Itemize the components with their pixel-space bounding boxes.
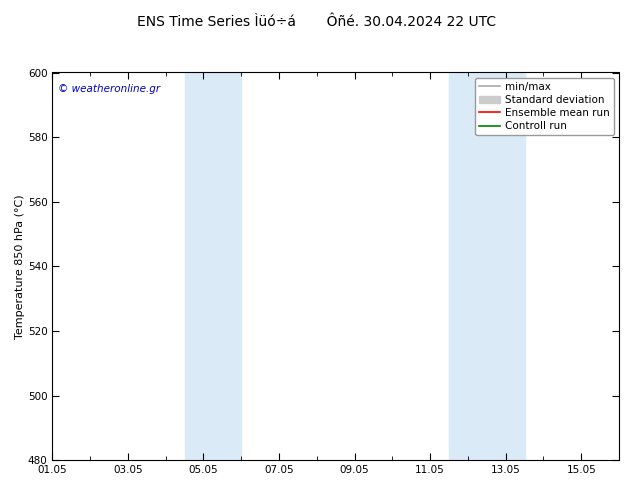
Legend: min/max, Standard deviation, Ensemble mean run, Controll run: min/max, Standard deviation, Ensemble me… — [475, 78, 614, 135]
Text: ENS Time Series Ìüó÷á       Ôñé. 30.04.2024 22 UTC: ENS Time Series Ìüó÷á Ôñé. 30.04.2024 22… — [138, 15, 496, 29]
Bar — [449, 73, 524, 460]
Y-axis label: Temperature 850 hPa (°C): Temperature 850 hPa (°C) — [15, 194, 25, 339]
Bar — [184, 73, 242, 460]
Text: © weatheronline.gr: © weatheronline.gr — [58, 84, 160, 94]
